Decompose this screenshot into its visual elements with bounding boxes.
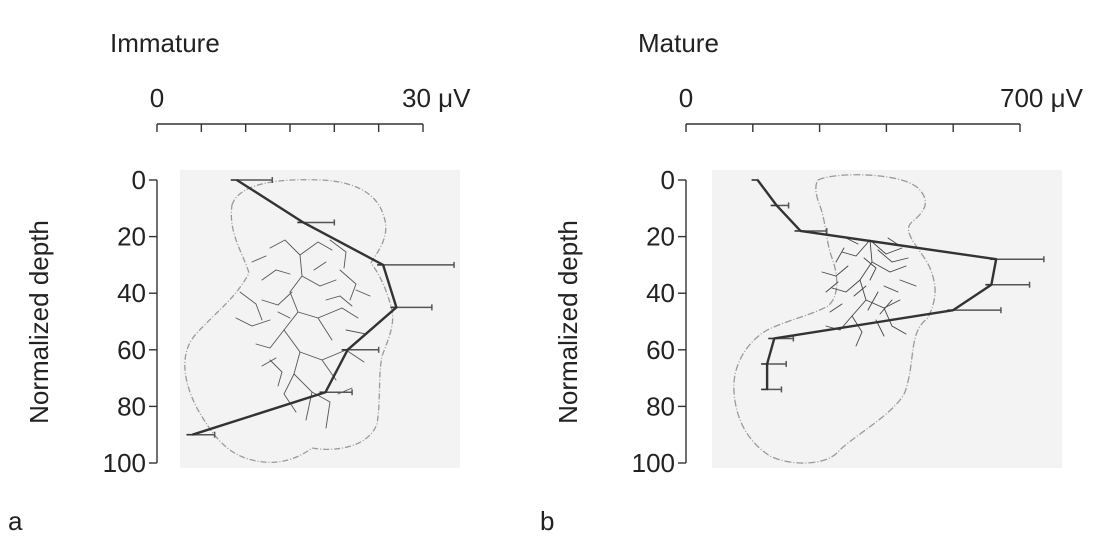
panel-a-x-tick-0: 0 <box>150 83 164 113</box>
panel-b-y-tick-label: 80 <box>646 391 675 421</box>
panel-b-neuron-image <box>733 174 936 464</box>
panel-a-y-tick-label: 60 <box>117 335 146 365</box>
panel-a-y-tick-label: 20 <box>117 222 146 252</box>
panel-b-title: Mature <box>638 28 719 58</box>
panel-b-y-tick-label: 0 <box>661 165 675 195</box>
panel-a-data <box>186 177 455 438</box>
panel-b-y-tick-label: 60 <box>646 335 675 365</box>
panel-a-dendrites <box>235 239 381 429</box>
panel-b-data <box>751 179 1045 393</box>
panel-a: 0 30 μV Immature 0 20 40 60 80 100 Normalized… <box>8 28 471 536</box>
panel-a-neuron-soma-outline <box>184 179 394 463</box>
panel-b-x-tick-max: 700 μV <box>1000 83 1084 113</box>
panel-b-y-tick-label: 100 <box>632 448 675 478</box>
panel-b-neuron-soma-outline <box>733 174 936 464</box>
panel-a-y-label: Normalized depth <box>24 220 54 424</box>
panel-a-x-axis <box>156 123 424 132</box>
panel-b-x-tick-0: 0 <box>679 83 693 113</box>
panel-b-image-background <box>712 170 1062 468</box>
panel-a-y-tick-label: 0 <box>132 165 146 195</box>
panel-a-image-background <box>180 170 460 468</box>
panel-a-label: a <box>8 506 23 536</box>
panel-b-y-label: Normalized depth <box>553 220 583 424</box>
panel-b-label: b <box>540 506 554 536</box>
panel-a-y-tick-label: 100 <box>103 448 146 478</box>
panel-b-y-tick-label: 40 <box>646 278 675 308</box>
panel-a-y-tick-label: 40 <box>117 278 146 308</box>
panel-a-neuron-image <box>184 179 394 463</box>
panel-a-y-tick-label: 80 <box>117 391 146 421</box>
panel-b: 0 700 μV Mature 0 20 40 60 80 100 Normalized … <box>540 28 1084 536</box>
panel-a-title: Immature <box>110 28 220 58</box>
panel-a-x-tick-max: 30 μV <box>402 83 471 113</box>
panel-b-y-tick-label: 20 <box>646 222 675 252</box>
panel-b-dendrites <box>821 237 917 347</box>
